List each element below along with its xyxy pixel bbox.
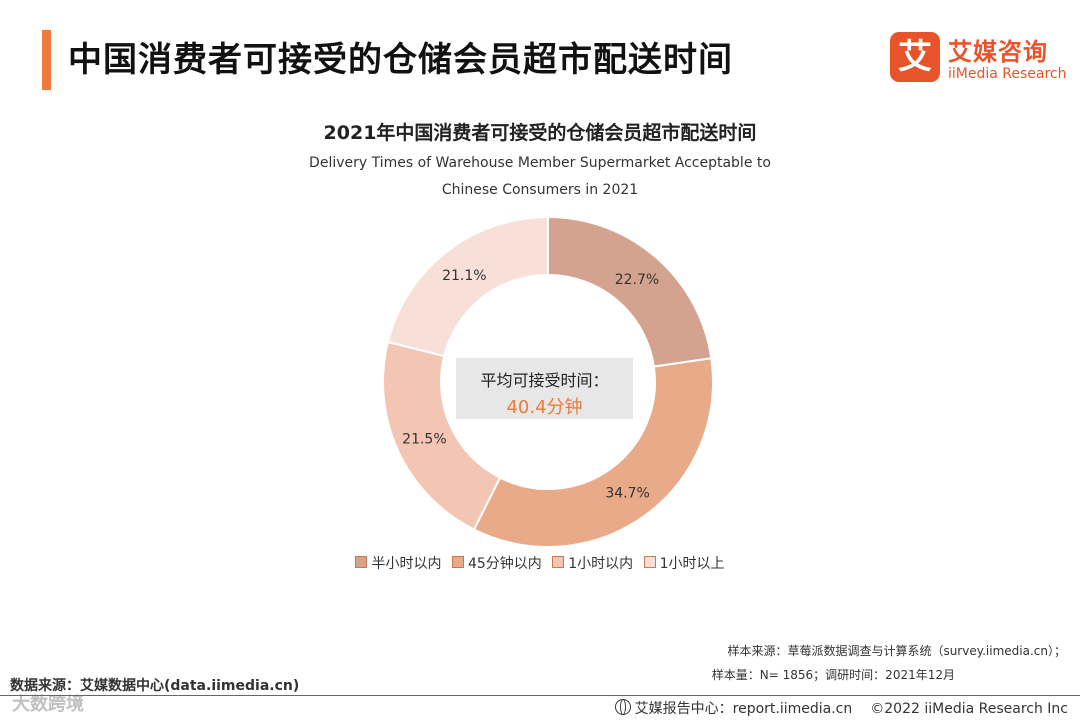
donut-label-over-1-hour: 21.1%	[442, 268, 486, 284]
donut-label-45-min: 34.7%	[605, 485, 649, 501]
globe-icon	[614, 699, 631, 715]
legend-swatch-45-min	[451, 556, 464, 568]
footer-credits: 艾媒报告中心：report.iimedia.cn ©2022 iiMedia Re…	[614, 698, 1068, 718]
title-accent-bar	[42, 30, 51, 90]
chart-subtitle: Delivery Times of Warehouse Member Super…	[0, 150, 1080, 204]
average-time-box: 平均可接受时间： 40.4分钟	[456, 358, 633, 419]
chart-subtitle-line-1: Delivery Times of Warehouse Member Super…	[309, 155, 771, 171]
donut-label-half-hour: 22.7%	[615, 272, 659, 288]
footer-divider	[0, 695, 1080, 696]
chart-legend: 半小时以内 45分钟以内 1小时以内 1小时以上	[0, 553, 1080, 573]
watermark-text: 大数跨境	[12, 694, 84, 715]
data-source-note: 数据来源：艾媒数据中心(data.iimedia.cn)	[10, 678, 300, 694]
sample-source-note: 样本来源：草莓派数据调查与计算系统（survey.iimedia.cn）；	[727, 644, 1066, 658]
legend-label-half-hour: 半小时以内	[371, 556, 442, 572]
logo-mark-icon: 艾	[890, 32, 940, 82]
logo-name-en: iiMedia Research	[948, 66, 1067, 82]
report-center-link[interactable]: 艾媒报告中心：report.iimedia.cn	[634, 701, 853, 717]
donut-slice-over-1-hour	[386, 215, 549, 358]
sample-size-note: 样本量：N= 1856；调研时间：2021年12月	[711, 668, 955, 682]
page-title: 中国消费者可接受的仓储会员超市配送时间	[68, 40, 733, 80]
legend-swatch-half-hour	[355, 556, 368, 568]
legend-label-45-min: 45分钟以内	[467, 556, 542, 572]
legend-swatch-1-hour	[552, 556, 565, 568]
legend-label-over-1-hour: 1小时以上	[659, 556, 725, 572]
donut-slice-45-min	[472, 357, 714, 548]
average-time-label: 平均可接受时间：	[480, 371, 609, 390]
legend-item-1-hour: 1小时以内	[552, 553, 633, 573]
legend-swatch-over-1-hour	[643, 556, 656, 568]
copyright-text: ©2022 iiMedia Research Inc	[870, 701, 1068, 717]
legend-item-45-min: 45分钟以内	[451, 553, 542, 573]
legend-label-1-hour: 1小时以内	[568, 556, 634, 572]
donut-slice-half-hour	[547, 215, 713, 368]
legend-item-half-hour: 半小时以内	[355, 553, 441, 573]
legend-item-over-1-hour: 1小时以上	[643, 553, 725, 573]
donut-label-1-hour: 21.5%	[402, 432, 446, 448]
chart-title: 2021年中国消费者可接受的仓储会员超市配送时间	[323, 122, 757, 144]
average-time-value: 40.4分钟	[506, 397, 583, 418]
chart-subtitle-line-2: Chinese Consumers in 2021	[441, 182, 639, 198]
logo-name-cn: 艾媒咨询	[948, 38, 1048, 66]
